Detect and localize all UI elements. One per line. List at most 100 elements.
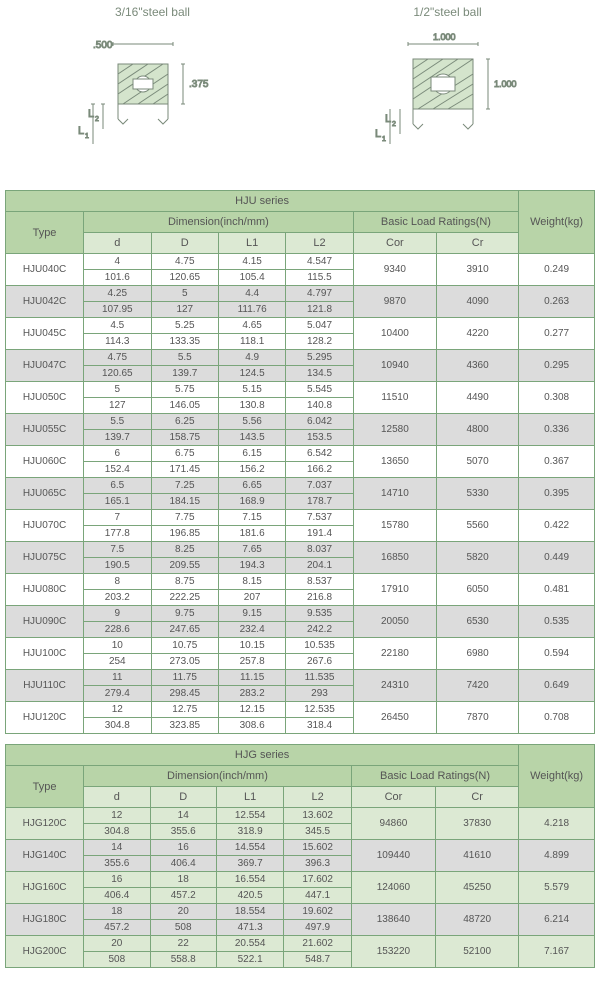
cell-cor: 20050 <box>353 606 436 638</box>
cell-dim: 166.2 <box>286 462 354 478</box>
cell-dim: 203.2 <box>84 590 152 606</box>
cell-dim: 204.1 <box>286 558 354 574</box>
cell-type: HJU110C <box>6 670 84 702</box>
cell-weight: 0.535 <box>519 606 595 638</box>
cell-dim: 548.7 <box>284 952 351 968</box>
svg-text:2: 2 <box>392 121 396 128</box>
cell-dim: 369.7 <box>216 856 283 872</box>
cell-type: HJU050C <box>6 382 84 414</box>
cell-dim: 6 <box>84 446 152 462</box>
cell-weight: 0.308 <box>519 382 595 414</box>
table-row: HJU070C77.757.157.5371578055600.422 <box>6 510 595 526</box>
cell-type: HJU100C <box>6 638 84 670</box>
cell-dim: 196.85 <box>151 526 219 542</box>
cell-dim: 6.5 <box>84 478 152 494</box>
cell-dim: 10.535 <box>286 638 354 654</box>
table-row: HJU080C88.758.158.5371791060500.481 <box>6 574 595 590</box>
cell-cr: 6530 <box>436 606 518 638</box>
cell-cor: 109440 <box>351 840 435 872</box>
hju-dimension-header: Dimension(inch/mm) <box>84 212 354 233</box>
col-L1: L1 <box>216 787 283 808</box>
cell-dim: 318.9 <box>216 824 283 840</box>
diagram-right: 1/2"steel ball 1.000 <box>358 5 538 154</box>
col-Cr: Cr <box>436 233 518 254</box>
cell-dim: 124.5 <box>219 366 286 382</box>
cell-dim: 8 <box>84 574 152 590</box>
cell-dim: 153.5 <box>286 430 354 446</box>
cell-dim: 522.1 <box>216 952 283 968</box>
cell-dim: 5.5 <box>84 414 152 430</box>
table-row: HJG180C182018.55419.602138640487206.214 <box>6 904 595 920</box>
cell-weight: 0.395 <box>519 478 595 510</box>
cell-dim: 19.602 <box>284 904 351 920</box>
cell-weight: 0.449 <box>519 542 595 574</box>
cell-weight: 0.277 <box>519 318 595 350</box>
cell-dim: 6.042 <box>286 414 354 430</box>
cell-dim: 7.537 <box>286 510 354 526</box>
cell-dim: 11 <box>84 670 152 686</box>
cell-dim: 222.25 <box>151 590 219 606</box>
cell-dim: 4 <box>84 254 152 270</box>
cell-type: HJG200C <box>6 936 84 968</box>
svg-text:.500: .500 <box>93 40 113 51</box>
cell-dim: 12 <box>84 808 150 824</box>
cell-dim: 16 <box>84 872 150 888</box>
col-Cor: Cor <box>351 787 435 808</box>
cell-type: HJG160C <box>6 872 84 904</box>
hju-load-header: Basic Load Ratings(N) <box>353 212 518 233</box>
col-L2: L2 <box>286 233 354 254</box>
cell-weight: 5.579 <box>519 872 595 904</box>
cell-dim: 115.5 <box>286 270 354 286</box>
cell-dim: 165.1 <box>84 494 152 510</box>
cell-weight: 0.594 <box>519 638 595 670</box>
cell-weight: 0.249 <box>519 254 595 286</box>
cell-cor: 10400 <box>353 318 436 350</box>
cell-dim: 5 <box>84 382 152 398</box>
cell-dim: 158.75 <box>151 430 219 446</box>
cell-cr: 4360 <box>436 350 518 382</box>
cell-dim: 22 <box>150 936 216 952</box>
cell-dim: 133.35 <box>151 334 219 350</box>
table-row: HJG160C161816.55417.602124060452505.579 <box>6 872 595 888</box>
cell-dim: 6.75 <box>151 446 219 462</box>
cell-dim: 14.554 <box>216 840 283 856</box>
cell-dim: 127 <box>84 398 152 414</box>
cell-cr: 5560 <box>436 510 518 542</box>
bearing-cross-section-icon: 1.000 1.000 <box>358 24 538 154</box>
cell-dim: 9.535 <box>286 606 354 622</box>
svg-text:1: 1 <box>85 133 89 140</box>
cell-dim: 293 <box>286 686 354 702</box>
cell-dim: 6.542 <box>286 446 354 462</box>
cell-cr: 5820 <box>436 542 518 574</box>
cell-dim: 7.25 <box>151 478 219 494</box>
hju-weight-header: Weight(kg) <box>519 191 595 254</box>
col-Cr: Cr <box>436 787 519 808</box>
cell-dim: 323.85 <box>151 718 219 734</box>
cell-dim: 191.4 <box>286 526 354 542</box>
cell-weight: 4.899 <box>519 840 595 872</box>
cell-dim: 7.75 <box>151 510 219 526</box>
cell-cor: 153220 <box>351 936 435 968</box>
cell-dim: 16.554 <box>216 872 283 888</box>
cell-dim: 12.15 <box>219 702 286 718</box>
cell-cor: 11510 <box>353 382 436 414</box>
cell-dim: 120.65 <box>151 270 219 286</box>
cell-cr: 4090 <box>436 286 518 318</box>
cell-dim: 114.3 <box>84 334 152 350</box>
table-row: HJU100C1010.7510.1510.5352218069800.594 <box>6 638 595 654</box>
cell-cor: 9870 <box>353 286 436 318</box>
svg-text:L: L <box>375 128 381 140</box>
cell-dim: 406.4 <box>150 856 216 872</box>
cell-dim: 7.15 <box>219 510 286 526</box>
hjg-table: HJG series Weight(kg) Type Dimension(inc… <box>5 744 595 968</box>
cell-cor: 13650 <box>353 446 436 478</box>
cell-dim: 152.4 <box>84 462 152 478</box>
cell-cr: 41610 <box>436 840 519 872</box>
hjg-weight-header: Weight(kg) <box>519 745 595 808</box>
cell-dim: 10.15 <box>219 638 286 654</box>
cell-dim: 18 <box>150 872 216 888</box>
cell-dim: 128.2 <box>286 334 354 350</box>
cell-cor: 94860 <box>351 808 435 840</box>
table-row: HJU042C4.2554.44.797987040900.263 <box>6 286 595 302</box>
cell-cor: 12580 <box>353 414 436 446</box>
